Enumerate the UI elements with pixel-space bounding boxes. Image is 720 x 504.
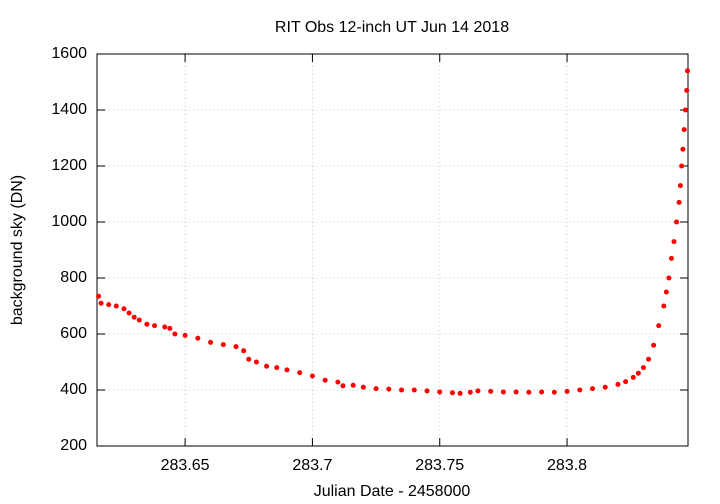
data-point [681, 127, 687, 133]
data-point [682, 107, 688, 113]
data-point [500, 389, 506, 395]
data-point [297, 370, 303, 376]
data-point [106, 302, 112, 308]
data-point [121, 306, 127, 312]
data-point [172, 331, 178, 337]
data-point [663, 289, 669, 295]
data-point [340, 383, 346, 389]
data-point [564, 388, 570, 394]
data-point [411, 387, 417, 393]
data-point [220, 342, 226, 348]
y-tick-label: 600 [60, 325, 87, 342]
data-point [551, 389, 557, 395]
data-point [635, 370, 641, 376]
data-point [309, 373, 315, 379]
x-tick-label: 283.75 [415, 457, 464, 474]
data-point [674, 219, 680, 225]
y-tick-label: 1200 [51, 157, 87, 174]
data-point [152, 323, 158, 329]
data-point [144, 321, 150, 327]
plot-frame [96, 53, 689, 447]
data-point [661, 303, 667, 309]
data-point [126, 310, 132, 316]
data-point [386, 386, 392, 392]
data-point [623, 379, 629, 385]
data-point [676, 199, 682, 205]
data-point [274, 365, 280, 371]
data-point [253, 359, 259, 365]
y-tick-label: 1600 [51, 45, 87, 62]
data-point [162, 324, 168, 330]
data-point [671, 239, 677, 245]
data-point [373, 386, 379, 392]
y-tick-label: 400 [60, 381, 87, 398]
data-point [399, 387, 405, 393]
x-axis-label: Julian Date - 2458000 [314, 483, 471, 500]
data-point [513, 389, 519, 395]
data-point [590, 386, 596, 392]
data-point [684, 87, 690, 93]
data-point [646, 356, 652, 362]
data-point [467, 389, 473, 395]
data-point [651, 342, 657, 348]
data-point [577, 387, 583, 393]
data-point [233, 344, 239, 350]
x-tick-label: 283.7 [292, 457, 332, 474]
data-point [350, 382, 356, 388]
data-point [246, 356, 252, 362]
data-point [264, 363, 270, 369]
data-point [656, 323, 662, 329]
data-point [98, 300, 104, 306]
data-point [195, 335, 201, 341]
x-tick-label: 283.65 [161, 457, 210, 474]
data-point [488, 388, 494, 394]
data-point [335, 379, 341, 385]
data-point [615, 381, 621, 387]
y-tick-label: 800 [60, 269, 87, 286]
data-point [630, 374, 636, 380]
data-point [680, 146, 686, 152]
data-point [640, 365, 646, 371]
data-point [602, 384, 608, 390]
x-tick-label: 283.8 [547, 457, 587, 474]
data-point [136, 317, 142, 323]
y-tick-label: 1400 [51, 101, 87, 118]
data-point [322, 377, 328, 383]
data-point [677, 183, 683, 189]
data-point [96, 293, 102, 299]
data-point [284, 367, 290, 373]
y-tick-label: 200 [60, 437, 87, 454]
data-point [539, 389, 545, 395]
data-point [449, 390, 455, 396]
data-point [424, 388, 430, 394]
data-point [684, 68, 690, 74]
y-axis-label: background sky (DN) [9, 175, 26, 325]
data-point [457, 390, 463, 396]
data-point [475, 388, 481, 394]
data-point [360, 384, 366, 390]
data-point [241, 348, 247, 354]
data-point [113, 303, 119, 309]
data-point [437, 389, 443, 395]
data-point [666, 275, 672, 281]
data-point [131, 314, 137, 320]
data-point [526, 389, 532, 395]
y-tick-label: 1000 [51, 213, 87, 230]
data-point [668, 255, 674, 261]
data-point [208, 339, 214, 345]
data-point [167, 325, 173, 331]
data-point [679, 163, 685, 169]
data-point [182, 332, 188, 338]
chart-title: RIT Obs 12-inch UT Jun 14 2018 [275, 19, 509, 36]
